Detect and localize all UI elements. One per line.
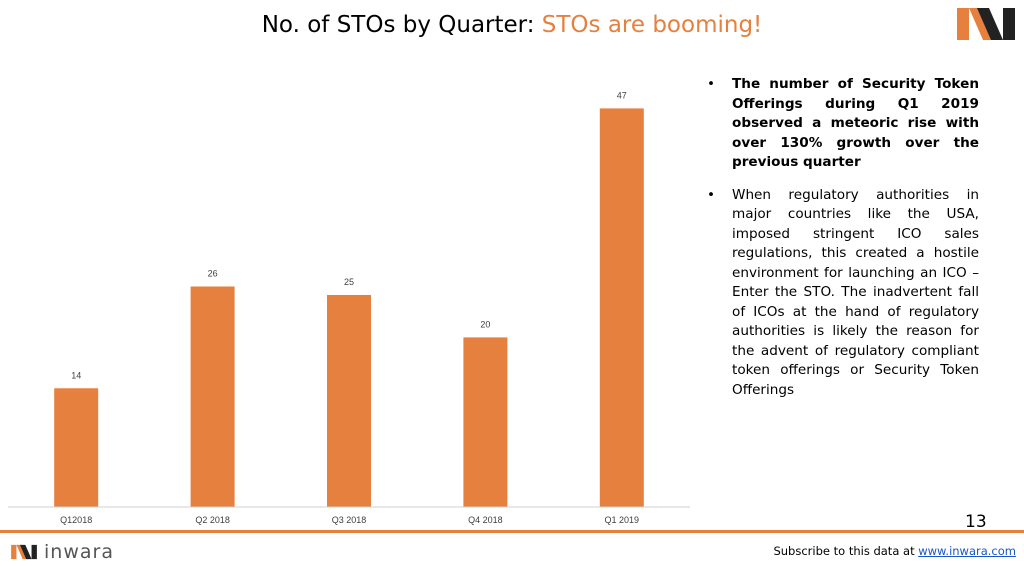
data-label-2: 26: [208, 269, 218, 279]
bar-chart: 14 Q12018 26 Q2 2018 25 Q3 2018 20 Q4 2018 47 Q1 …: [8, 90, 690, 525]
x-tick-label-1: Q12018: [60, 515, 92, 525]
data-label-5: 47: [617, 90, 627, 100]
bar-1: [54, 388, 99, 507]
bullet-dot-icon: •: [707, 76, 716, 92]
inwara-logo-icon: [957, 8, 1015, 40]
x-tick-label-3: Q3 2018: [332, 515, 367, 525]
subscribe-text: Subscribe to this data at: [773, 544, 919, 558]
bullet-text: The number of Security Token Offerings d…: [732, 76, 979, 170]
page-number: 13: [965, 512, 987, 532]
data-label-4: 20: [480, 319, 490, 329]
x-tick-label-4: Q4 2018: [468, 515, 503, 525]
inwara-logo-icon: [11, 544, 37, 560]
bullet-item-2: • When regulatory authorities in major c…: [707, 186, 979, 401]
bullet-list: • The number of Security Token Offerings…: [707, 75, 979, 413]
x-tick-label-5: Q1 2019: [605, 515, 640, 525]
footer-logo: inwara: [10, 541, 114, 563]
title-main: No. of STOs by Quarter:: [261, 12, 542, 38]
data-label-3: 25: [344, 277, 354, 287]
bullet-item-1: • The number of Security Token Offerings…: [707, 75, 979, 173]
subscribe-link[interactable]: www.inwara.com: [918, 544, 1016, 558]
bar-4: [463, 337, 508, 507]
footer-divider: [0, 530, 1024, 533]
bullet-text: When regulatory authorities in major cou…: [732, 186, 979, 398]
page-title: No. of STOs by Quarter: STOs are booming…: [0, 12, 1024, 38]
data-label-1: 14: [71, 370, 81, 380]
subscribe-note: Subscribe to this data at www.inwara.com: [773, 544, 1016, 558]
footer-brand-text: inwara: [44, 541, 114, 563]
title-accent: STOs are booming!: [541, 12, 763, 38]
bar-2: [190, 286, 235, 507]
bar-3: [327, 294, 371, 507]
x-tick-label-2: Q2 2018: [195, 515, 230, 525]
bullet-dot-icon: •: [707, 186, 716, 203]
bar-5: [599, 108, 644, 508]
